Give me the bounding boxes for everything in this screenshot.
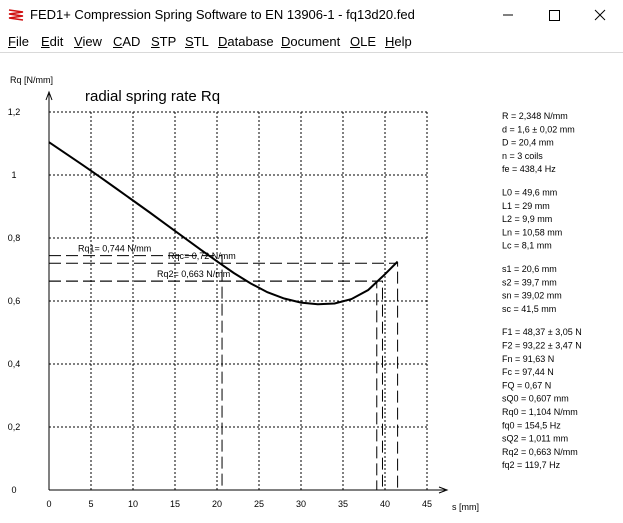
- marker-guide-line: [49, 280, 378, 490]
- x-tick-label: 5: [88, 499, 93, 509]
- x-tick-label: 35: [338, 499, 348, 509]
- y-tick-label: 0,8: [8, 233, 21, 243]
- x-tick-label: 45: [422, 499, 432, 509]
- maximize-icon: [549, 10, 560, 21]
- close-icon: [594, 9, 606, 21]
- spring-app-icon: [8, 8, 24, 22]
- y-tick-label: 0: [11, 485, 16, 495]
- param-line: n = 3 coils: [502, 151, 543, 161]
- marker-guide-line: [49, 255, 223, 490]
- param-line: Fn = 91,63 N: [502, 354, 554, 364]
- menu-stp[interactable]: STP: [151, 34, 177, 49]
- minimize-icon: [503, 14, 513, 16]
- menu-help[interactable]: Help: [385, 34, 412, 49]
- y-tick-label: 1,2: [8, 107, 21, 117]
- param-line: s1 = 20,6 mm: [502, 264, 557, 274]
- param-line: Lc = 8,1 mm: [502, 241, 552, 251]
- param-line: sQ2 = 1,011 mm: [502, 434, 568, 444]
- param-line: fe = 438,4 Hz: [502, 164, 556, 174]
- title-bar: FED1+ Compression Spring Software to EN …: [0, 0, 623, 30]
- menu-ole[interactable]: OLE: [350, 34, 377, 49]
- rq-curve: [48, 141, 399, 306]
- menu-database[interactable]: Database: [218, 34, 274, 49]
- param-line: s2 = 39,7 mm: [502, 277, 557, 287]
- chart-title: radial spring rate Rq: [85, 88, 220, 105]
- param-line: L2 = 9,9 mm: [502, 214, 552, 224]
- close-button[interactable]: [577, 0, 623, 30]
- menu-file[interactable]: File: [8, 34, 29, 49]
- param-line: R = 2,348 N/mm: [502, 111, 568, 121]
- y-axis-arrow: [45, 90, 53, 101]
- menu-bar: File Edit View CAD STP STL Database Document OLE…: [0, 31, 623, 51]
- x-axis-label: s [mm]: [452, 502, 479, 512]
- marker-label: Rq2= 0,663 N/mm: [157, 269, 230, 279]
- radial-spring-rate-chart: 0 5 10 15 20 25 30 35 40 45 0 0,2 0,4 0,6 0,8 1 1,2 Rq [N…: [8, 75, 582, 512]
- menu-edit[interactable]: Edit: [41, 34, 64, 49]
- param-line: F2 = 93,22 ± 3,47 N: [502, 341, 582, 351]
- x-tick-label: 25: [254, 499, 264, 509]
- maximize-button[interactable]: [531, 0, 577, 30]
- window-title: FED1+ Compression Spring Software to EN …: [30, 7, 415, 22]
- param-line: fq2 = 119,7 Hz: [502, 460, 561, 470]
- menu-cad[interactable]: CAD: [113, 34, 141, 49]
- y-tick-label: 0,6: [8, 296, 21, 306]
- menu-view[interactable]: View: [74, 34, 102, 49]
- menu-document[interactable]: Document: [281, 34, 341, 49]
- menu-separator: [0, 52, 623, 53]
- x-tick-label: 15: [170, 499, 180, 509]
- marker-label: Rq1= 0,744 N/mm: [78, 244, 151, 254]
- param-line: sn = 39,02 mm: [502, 291, 562, 301]
- param-line: Ln = 10,58 mm: [502, 227, 562, 237]
- marker-guide-line: [49, 280, 383, 490]
- x-tick-label: 0: [46, 499, 51, 509]
- menu-stl[interactable]: STL: [185, 34, 209, 49]
- param-line: Rq0 = 1,104 N/mm: [502, 407, 578, 417]
- y-tick-label: 0,2: [8, 422, 21, 432]
- x-axis-arrow: [438, 486, 449, 494]
- param-line: d = 1,6 ± 0,02 mm: [502, 124, 575, 134]
- x-tick-label: 10: [128, 499, 138, 509]
- param-line: D = 20,4 mm: [502, 138, 554, 148]
- param-line: L1 = 29 mm: [502, 201, 550, 211]
- y-tick-label: 1: [11, 170, 16, 180]
- y-tick-label: 0,4: [8, 359, 21, 369]
- param-line: Rq2 = 0,663 N/mm: [502, 447, 578, 457]
- y-axis-label: Rq [N/mm]: [10, 75, 53, 85]
- param-line: sc = 41,5 mm: [502, 304, 556, 314]
- param-line: Fc = 97,44 N: [502, 367, 554, 377]
- x-tick-label: 20: [212, 499, 222, 509]
- param-line: fq0 = 154,5 Hz: [502, 420, 561, 430]
- x-tick-label: 30: [296, 499, 306, 509]
- param-line: L0 = 49,6 mm: [502, 188, 557, 198]
- marker-label: Rqc= 0,72 N/mm: [168, 251, 236, 261]
- param-line: F1 = 48,37 ± 3,05 N: [502, 327, 582, 337]
- marker-guide-line: [49, 262, 399, 490]
- param-line: sQ0 = 0,607 mm: [502, 394, 569, 404]
- param-line: FQ = 0,67 N: [502, 380, 551, 390]
- x-tick-label: 40: [380, 499, 390, 509]
- minimize-button[interactable]: [485, 0, 531, 30]
